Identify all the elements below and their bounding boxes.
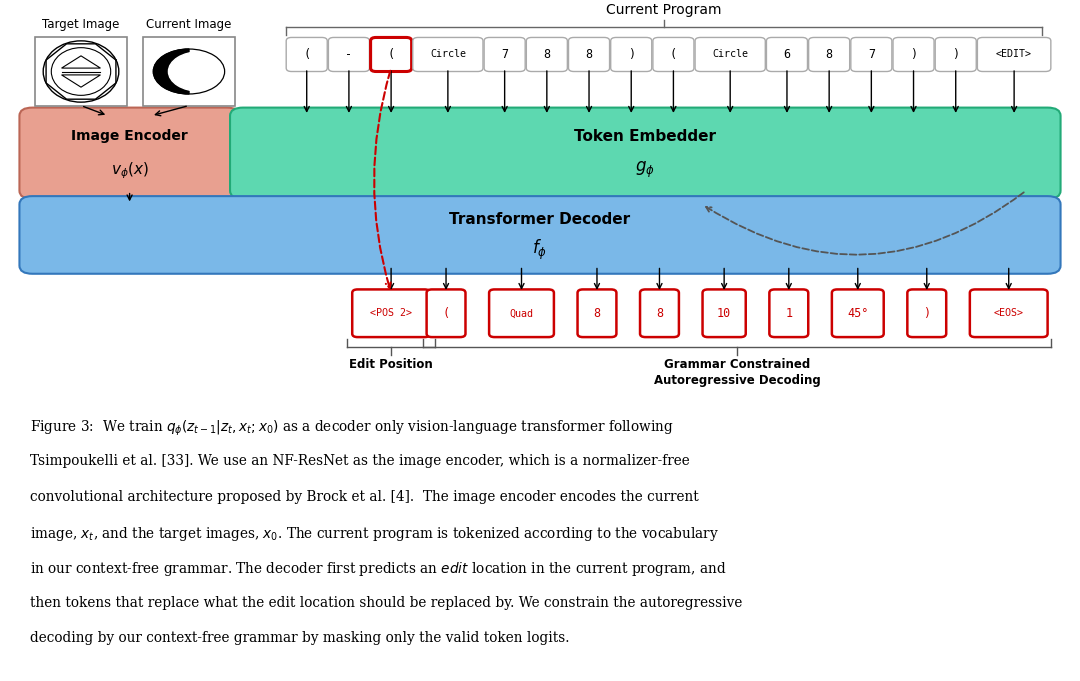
FancyBboxPatch shape (769, 289, 808, 337)
FancyBboxPatch shape (977, 37, 1051, 72)
Wedge shape (153, 49, 189, 94)
Text: -: - (346, 48, 352, 61)
Text: Tsimpoukelli et al. [33]. We use an NF-ResNet as the image encoder, which is a n: Tsimpoukelli et al. [33]. We use an NF-R… (30, 454, 690, 469)
FancyBboxPatch shape (352, 289, 430, 337)
Text: Edit Position: Edit Position (349, 358, 433, 370)
Text: 8: 8 (656, 306, 663, 320)
FancyBboxPatch shape (907, 289, 946, 337)
FancyBboxPatch shape (286, 37, 327, 72)
Text: (: ( (670, 48, 677, 61)
Text: $f_{\phi}$: $f_{\phi}$ (532, 238, 548, 262)
FancyBboxPatch shape (526, 37, 567, 72)
FancyBboxPatch shape (230, 108, 1061, 199)
FancyBboxPatch shape (893, 37, 934, 72)
FancyBboxPatch shape (767, 37, 808, 72)
Text: 7: 7 (501, 48, 509, 61)
FancyBboxPatch shape (640, 289, 679, 337)
Text: 7: 7 (868, 48, 875, 61)
FancyBboxPatch shape (703, 289, 746, 337)
Text: (: ( (443, 306, 449, 320)
FancyBboxPatch shape (970, 289, 1048, 337)
Text: ): ) (910, 48, 917, 61)
FancyBboxPatch shape (851, 37, 892, 72)
Text: Figure 3:  We train $q_{\phi}(z_{t-1}|z_t, x_t; x_0)$ as a decoder only vision-l: Figure 3: We train $q_{\phi}(z_{t-1}|z_t… (30, 419, 674, 438)
Text: 6: 6 (783, 48, 791, 61)
Text: ): ) (923, 306, 930, 320)
Text: $g_{\phi}$: $g_{\phi}$ (635, 160, 656, 180)
Text: Transformer Decoder: Transformer Decoder (449, 212, 631, 227)
Text: convolutional architecture proposed by Brock et al. [4].  The image encoder enco: convolutional architecture proposed by B… (30, 490, 699, 504)
Text: 8: 8 (825, 48, 833, 61)
Text: 10: 10 (717, 306, 731, 320)
FancyBboxPatch shape (653, 37, 694, 72)
Text: 8: 8 (593, 306, 600, 320)
FancyBboxPatch shape (35, 37, 127, 106)
FancyBboxPatch shape (19, 108, 240, 199)
Text: Circle: Circle (430, 50, 465, 59)
Text: 8: 8 (585, 48, 593, 61)
Text: then tokens that replace what the edit location should be replaced by. We constr: then tokens that replace what the edit l… (30, 596, 743, 610)
Text: $v_{\phi}(x)$: $v_{\phi}(x)$ (110, 160, 149, 180)
FancyBboxPatch shape (489, 289, 554, 337)
Circle shape (168, 52, 231, 91)
FancyBboxPatch shape (935, 37, 976, 72)
FancyBboxPatch shape (413, 37, 483, 72)
FancyBboxPatch shape (578, 289, 617, 337)
Text: <POS 2>: <POS 2> (370, 308, 413, 318)
FancyBboxPatch shape (19, 196, 1061, 274)
Text: 45°: 45° (847, 306, 868, 320)
Text: in our context-free grammar. The decoder first predicts an $\mathit{edit}$ locat: in our context-free grammar. The decoder… (30, 560, 727, 578)
FancyBboxPatch shape (370, 37, 411, 72)
FancyBboxPatch shape (832, 289, 883, 337)
FancyBboxPatch shape (328, 37, 369, 72)
FancyBboxPatch shape (610, 37, 651, 72)
Text: 8: 8 (543, 48, 551, 61)
Text: 1: 1 (785, 306, 793, 320)
Text: <EDIT>: <EDIT> (996, 50, 1032, 59)
FancyBboxPatch shape (696, 37, 766, 72)
Text: decoding by our context-free grammar by masking only the valid token logits.: decoding by our context-free grammar by … (30, 631, 570, 646)
FancyBboxPatch shape (809, 37, 850, 72)
Text: (: ( (388, 48, 394, 61)
Text: Quad: Quad (510, 308, 534, 318)
Text: Circle: Circle (712, 50, 748, 59)
Text: <EOS>: <EOS> (994, 308, 1024, 318)
Text: ): ) (627, 48, 635, 61)
Text: Image Encoder: Image Encoder (71, 129, 188, 143)
Text: Token Embedder: Token Embedder (575, 129, 716, 144)
Text: image, $x_t$, and the target images, $x_0$. The current program is tokenized acc: image, $x_t$, and the target images, $x_… (30, 525, 719, 543)
Text: ): ) (953, 48, 959, 61)
Text: Grammar Constrained
Autoregressive Decoding: Grammar Constrained Autoregressive Decod… (653, 358, 821, 387)
Text: Current Image: Current Image (146, 18, 232, 31)
Text: (: ( (303, 48, 310, 61)
FancyBboxPatch shape (143, 37, 235, 106)
FancyBboxPatch shape (427, 289, 465, 337)
FancyBboxPatch shape (484, 37, 525, 72)
Text: Target Image: Target Image (42, 18, 120, 31)
FancyBboxPatch shape (568, 37, 609, 72)
Text: Current Program: Current Program (607, 3, 721, 17)
